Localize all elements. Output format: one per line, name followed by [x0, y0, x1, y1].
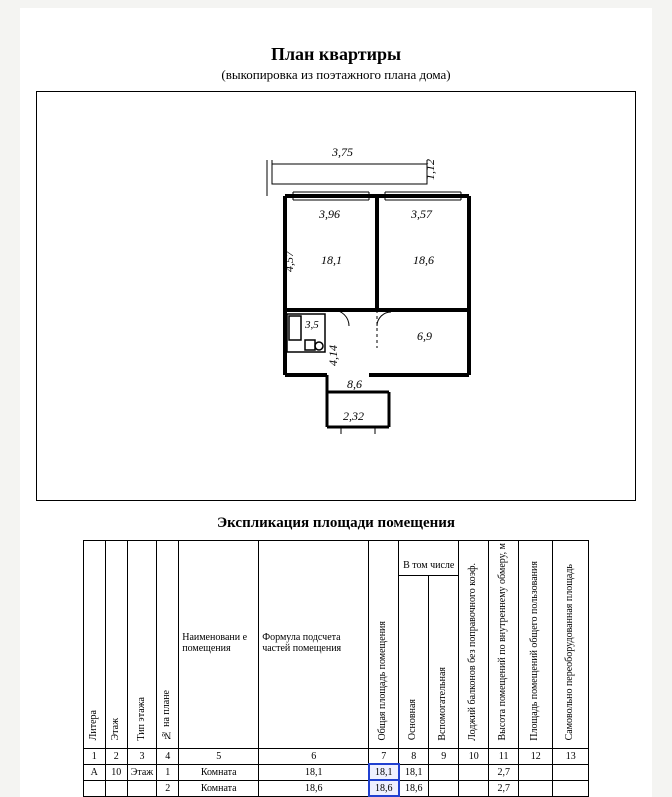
cell-name: Комната — [179, 780, 259, 796]
hdr-formula: Формула подсчета частей помещения — [259, 541, 369, 749]
hdr-vys: Высота помещений по внутреннему обмеру, … — [489, 541, 519, 749]
cell-plo — [519, 780, 553, 796]
cell-lit: А — [83, 764, 105, 780]
cell-plo — [519, 764, 553, 780]
hdr-sam: Самовольно переоборудованная площадь — [553, 541, 589, 749]
col-index: 12 — [519, 748, 553, 764]
hdr-name: Наименовани е помещения — [179, 541, 259, 749]
explication-title: Экспликация площади помещения — [20, 515, 652, 532]
cell-np: 2 — [157, 780, 179, 796]
floorplan-frame: 3,75 1,12 — [36, 91, 636, 501]
cell-tip — [127, 780, 156, 796]
hdr-litera: Литера — [83, 541, 105, 749]
document-page: План квартиры (выкопировка из поэтажного… — [20, 8, 652, 797]
hdr-osn: Основная — [399, 575, 429, 748]
table-row: А10Этаж1Комната18,118,118,12,7 — [83, 764, 588, 780]
col-index: 8 — [399, 748, 429, 764]
cell-vys: 2,7 — [489, 780, 519, 796]
cell-obsh: 18,1 — [369, 764, 399, 780]
dim-1-12: 1,12 — [423, 159, 437, 180]
col-index: 1 — [83, 748, 105, 764]
hdr-obsh: Общая площадь помещения — [369, 541, 399, 749]
col-index: 2 — [105, 748, 127, 764]
hall-area: 6,9 — [417, 329, 432, 343]
hdr-group: В том числе — [399, 541, 459, 576]
cell-form: 18,1 — [259, 764, 369, 780]
dim-3-57: 3,57 — [410, 207, 433, 221]
cell-np: 1 — [157, 764, 179, 780]
hdr-nplane: № на плане — [157, 541, 179, 749]
cell-sam — [553, 780, 589, 796]
col-index: 10 — [459, 748, 489, 764]
col-index: 7 — [369, 748, 399, 764]
dim-3-75: 3,75 — [331, 145, 353, 159]
dim-4-57: 4,57 — [282, 250, 296, 272]
plan-subtitle: (выкопировка из поэтажного плана дома) — [20, 67, 652, 83]
dim-4-14: 4,14 — [326, 345, 340, 366]
cell-form: 18,6 — [259, 780, 369, 796]
room1-area: 18,1 — [321, 253, 342, 267]
col-index: 9 — [429, 748, 459, 764]
cell-lod — [459, 764, 489, 780]
explication-table: Литера Этаж Тип этажа № на плане Наимено… — [83, 540, 589, 797]
hdr-tip: Тип этажа — [127, 541, 156, 749]
table-row: 2Комната18,618,618,62,7 — [83, 780, 588, 796]
cell-osn: 18,1 — [399, 764, 429, 780]
floorplan-svg: 3,75 1,12 — [37, 92, 637, 502]
hdr-etazh: Этаж — [105, 541, 127, 749]
col-index: 11 — [489, 748, 519, 764]
cell-vys: 2,7 — [489, 764, 519, 780]
hdr-vsp: Вспомогательная — [429, 575, 459, 748]
cell-et — [105, 780, 127, 796]
cell-lit — [83, 780, 105, 796]
col-index: 3 — [127, 748, 156, 764]
cell-name: Комната — [179, 764, 259, 780]
bath-area: 3,5 — [304, 319, 319, 331]
table-body: 12345678910111213А10Этаж1Комната18,118,1… — [83, 748, 588, 796]
cell-sam — [553, 764, 589, 780]
col-index: 5 — [179, 748, 259, 764]
kit-area: 8,6 — [347, 377, 362, 391]
col-index: 4 — [157, 748, 179, 764]
cell-tip: Этаж — [127, 764, 156, 780]
hdr-lod: Лоджий балконов без поправочного коэф. — [459, 541, 489, 749]
dim-3-96: 3,96 — [318, 207, 340, 221]
hdr-plo: Площадь помещений общего пользования — [519, 541, 553, 749]
cell-osn: 18,6 — [399, 780, 429, 796]
col-index: 13 — [553, 748, 589, 764]
cell-vsp — [429, 780, 459, 796]
cell-et: 10 — [105, 764, 127, 780]
cell-lod — [459, 780, 489, 796]
cell-vsp — [429, 764, 459, 780]
col-index: 6 — [259, 748, 369, 764]
room2-area: 18,6 — [413, 253, 434, 267]
plan-title: План квартиры — [20, 44, 652, 65]
dim-2-32: 2,32 — [343, 409, 364, 423]
cell-obsh: 18,6 — [369, 780, 399, 796]
